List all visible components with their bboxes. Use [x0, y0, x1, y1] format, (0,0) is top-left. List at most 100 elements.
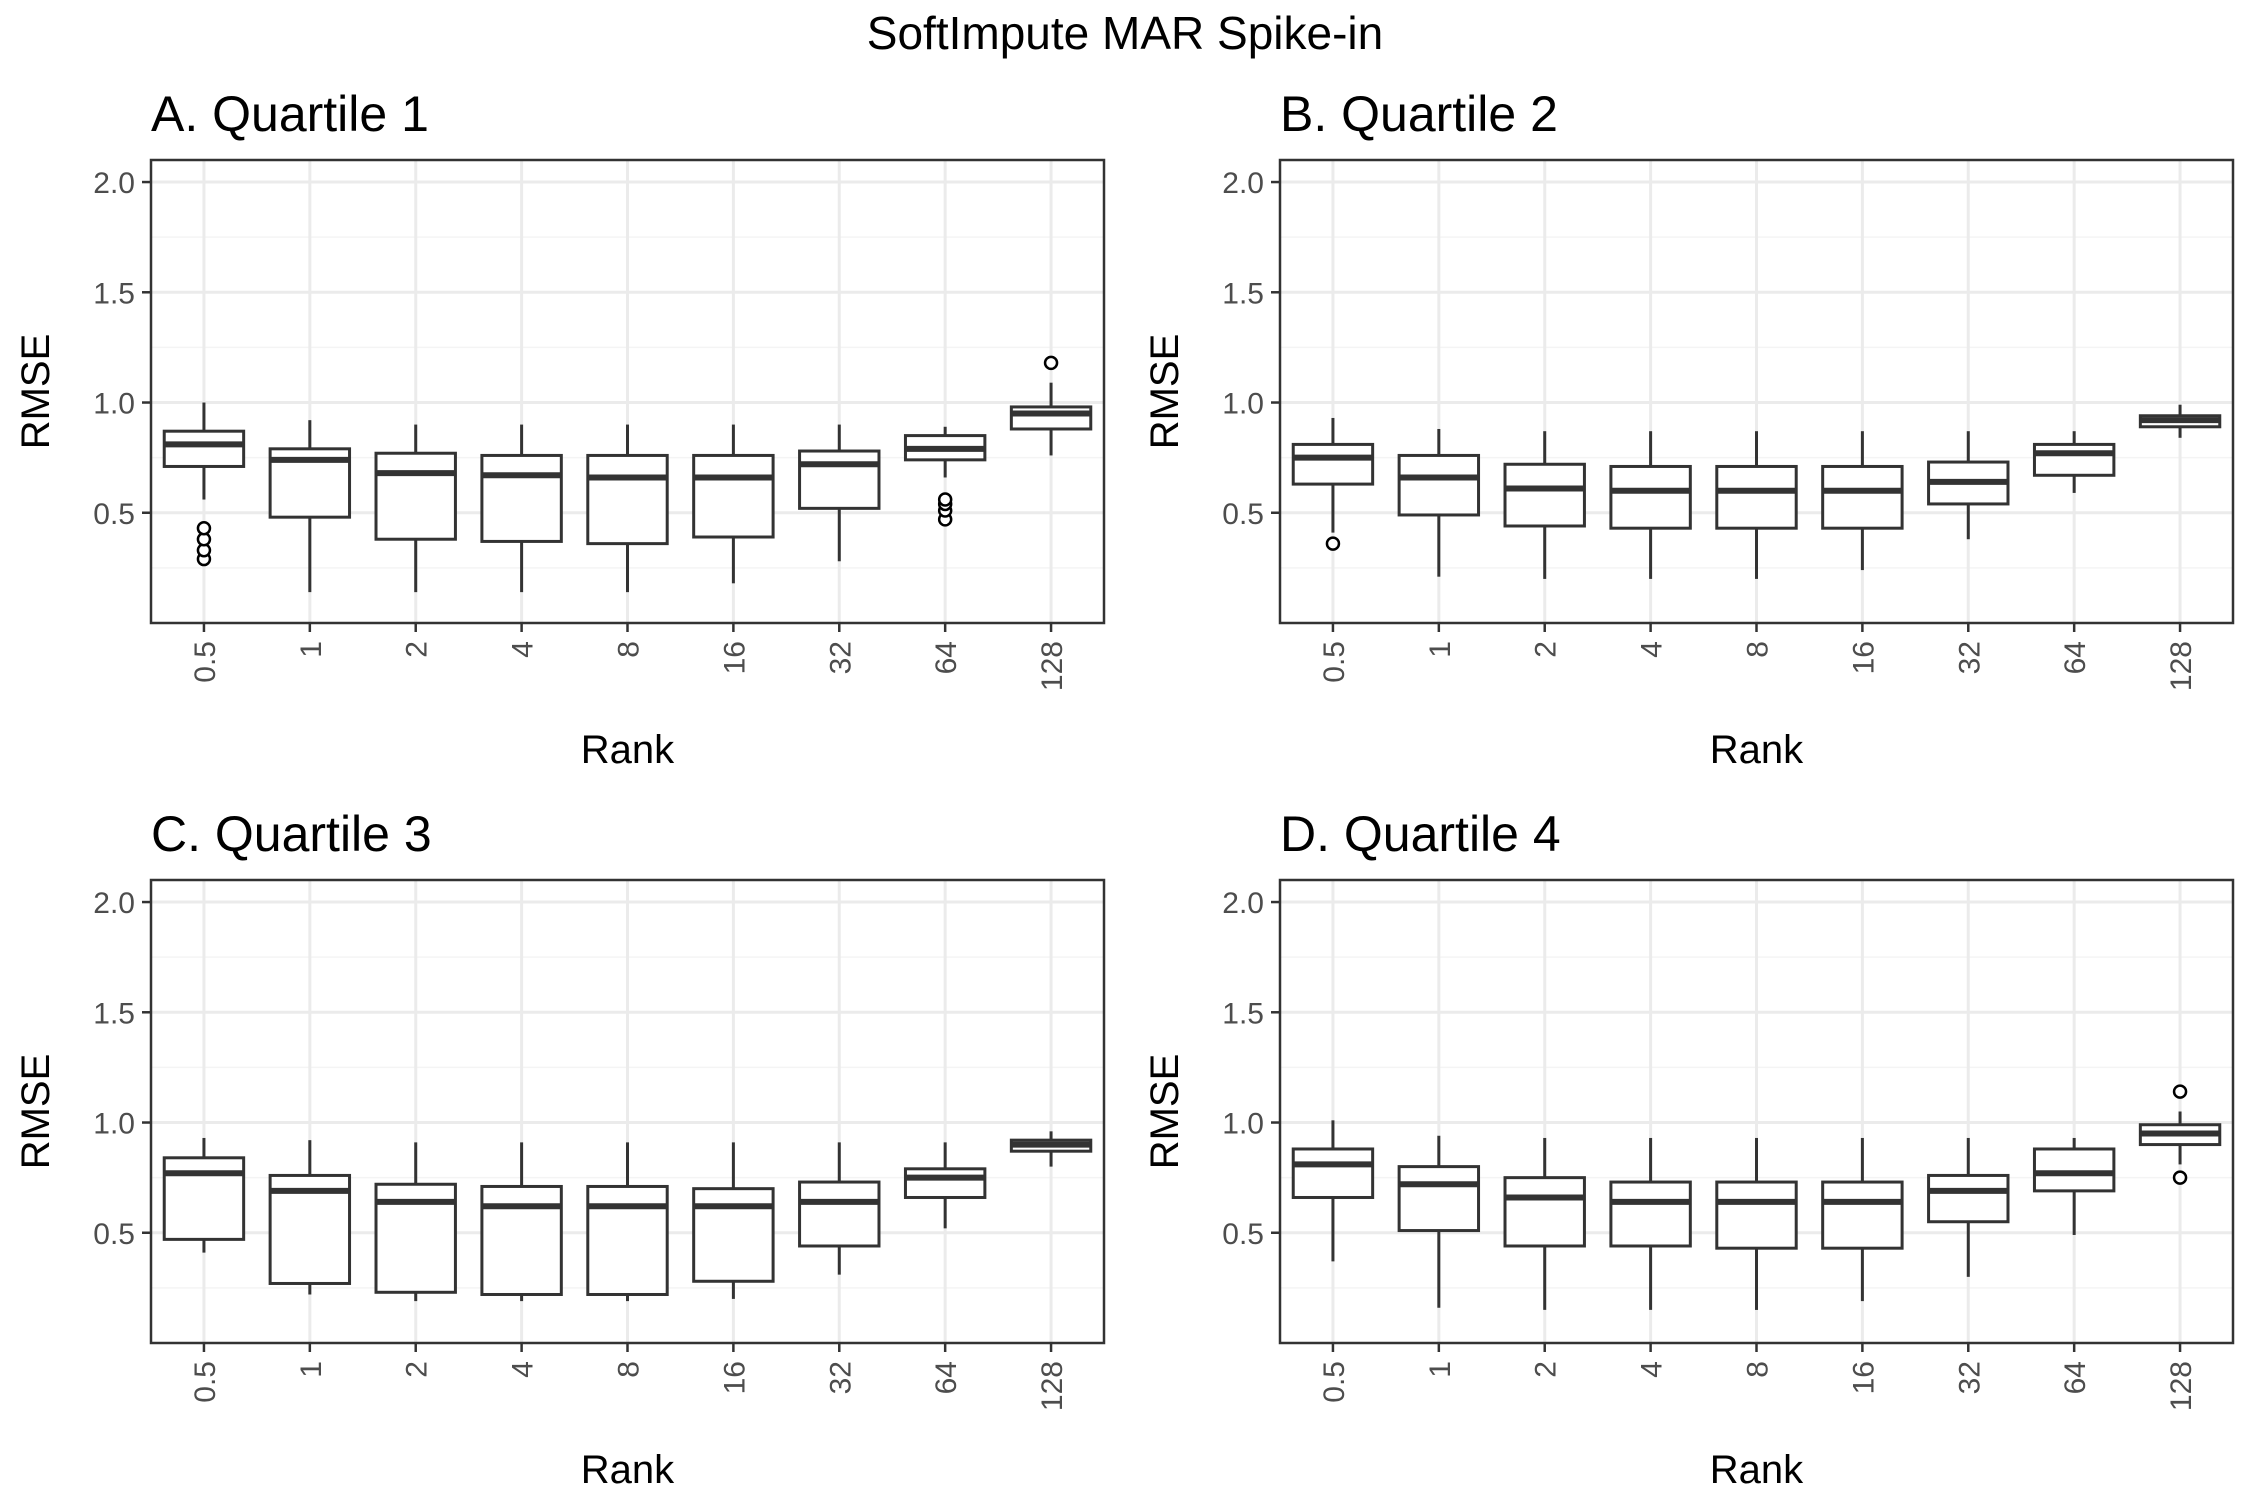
box-1 [1397, 1135, 1481, 1308]
box-iqr [1821, 1180, 1904, 1250]
box-0.5 [1291, 417, 1375, 551]
x-tick-label: 2 [401, 1361, 434, 1378]
y-axis-label: RMSE [14, 334, 58, 450]
y-tick-label: 2.0 [93, 167, 135, 200]
outlier-point [196, 520, 212, 536]
box-2 [374, 1142, 457, 1302]
x-tick-label: 2 [401, 641, 434, 658]
box-128 [2138, 1084, 2222, 1185]
x-tick-label: 8 [1742, 1361, 1775, 1378]
x-tick-label: 0.5 [189, 641, 222, 683]
box-16 [692, 1142, 775, 1299]
x-axis-label: Rank [581, 1448, 675, 1492]
box-iqr [692, 453, 775, 539]
box-iqr [480, 453, 563, 543]
outlier-point [1325, 536, 1341, 551]
box-8 [1715, 1137, 1798, 1310]
y-tick-label: 2.0 [1222, 167, 1264, 200]
x-tick-label: 8 [1742, 641, 1775, 658]
box-iqr [1009, 405, 1093, 431]
box-iqr [586, 1184, 669, 1296]
box-iqr [1503, 1176, 1586, 1248]
x-tick-label: 1 [295, 641, 328, 658]
panel-title: B. Quartile 2 [1280, 86, 1558, 142]
box-iqr [1291, 442, 1375, 486]
x-tick-label: 32 [1953, 1361, 1986, 1394]
y-tick-label: 1.5 [93, 997, 135, 1030]
y-tick-label: 0.5 [1222, 1218, 1264, 1251]
y-tick-label: 1.5 [93, 277, 135, 310]
panel-title: D. Quartile 4 [1280, 806, 1561, 862]
box-iqr [1821, 464, 1904, 530]
box-4 [1609, 1137, 1692, 1310]
box-2 [1503, 431, 1586, 579]
x-axis-label: Rank [581, 728, 675, 772]
box-0.5 [1291, 1120, 1375, 1262]
box-32 [798, 424, 881, 562]
box-16 [692, 424, 775, 584]
box-64 [903, 1142, 987, 1229]
box-iqr [903, 1167, 987, 1199]
outlier-point [1043, 355, 1059, 371]
x-tick-label: 8 [613, 641, 646, 658]
box-16 [1821, 1137, 1904, 1302]
x-tick-label: 16 [718, 1361, 751, 1394]
outlier-point [2172, 1170, 2188, 1185]
box-1 [268, 420, 352, 593]
x-tick-label: 1 [1424, 641, 1457, 658]
box-iqr [162, 1156, 246, 1241]
box-iqr [1609, 1180, 1692, 1248]
y-tick-label: 1.5 [1222, 277, 1264, 310]
x-tick-label: 32 [824, 641, 857, 674]
y-tick-label: 1.0 [1222, 388, 1264, 421]
box-iqr [1397, 1165, 1481, 1233]
box-iqr [798, 1180, 881, 1248]
y-tick-label: 2.0 [1222, 887, 1264, 920]
x-tick-label: 32 [1953, 641, 1986, 674]
y-tick-label: 0.5 [1222, 498, 1264, 531]
x-tick-label: 4 [1636, 641, 1669, 658]
chart-panel: 0.5 1.0 1.5 2.0 0.5 1 2 4 8 16 32 64 128 C. Quartile … [14, 806, 1106, 1492]
box-128 [1009, 355, 1093, 456]
box-iqr [1503, 462, 1586, 528]
box-4 [480, 424, 563, 593]
outlier-point [2172, 1084, 2188, 1099]
x-tick-label: 128 [2165, 641, 2198, 691]
box-iqr [1609, 464, 1692, 530]
box-32 [1927, 1137, 2010, 1277]
x-tick-label: 4 [507, 641, 540, 658]
box-iqr [1291, 1147, 1375, 1199]
box-iqr [1715, 1180, 1798, 1250]
x-tick-label: 64 [2059, 1361, 2092, 1394]
y-axis-label: RMSE [1143, 1054, 1187, 1170]
x-tick-label: 32 [824, 1361, 857, 1394]
box-iqr [162, 429, 246, 468]
chart-panel: 0.5 1.0 1.5 2.0 0.5 1 2 4 8 16 32 64 128 B. Quartile … [1143, 86, 2235, 772]
box-1 [1397, 428, 1481, 577]
box-16 [1821, 431, 1904, 571]
x-axis-label: Rank [1710, 1448, 1804, 1492]
panel-title: A. Quartile 1 [151, 86, 429, 142]
box-2 [374, 424, 457, 593]
y-tick-label: 0.5 [93, 1218, 135, 1251]
box-iqr [480, 1184, 563, 1296]
x-tick-label: 1 [295, 1361, 328, 1378]
box-8 [1715, 431, 1798, 579]
x-tick-label: 2 [1530, 641, 1563, 658]
y-axis-label: RMSE [14, 1054, 58, 1170]
y-tick-label: 1.0 [93, 388, 135, 421]
x-tick-label: 128 [2165, 1361, 2198, 1411]
y-tick-label: 2.0 [93, 887, 135, 920]
x-tick-label: 64 [930, 1361, 963, 1394]
box-iqr [692, 1187, 775, 1283]
x-tick-label: 4 [507, 1361, 540, 1378]
chart-panel: 0.5 1.0 1.5 2.0 0.5 1 2 4 8 16 32 64 128 D. Quartile … [1143, 806, 2235, 1492]
outlier-point [937, 492, 953, 507]
box-32 [1927, 431, 2010, 540]
y-tick-label: 1.0 [93, 1108, 135, 1141]
box-32 [798, 1142, 881, 1275]
box-2 [1503, 1137, 1586, 1310]
box-8 [586, 424, 669, 593]
panel-title: C. Quartile 3 [151, 806, 432, 862]
